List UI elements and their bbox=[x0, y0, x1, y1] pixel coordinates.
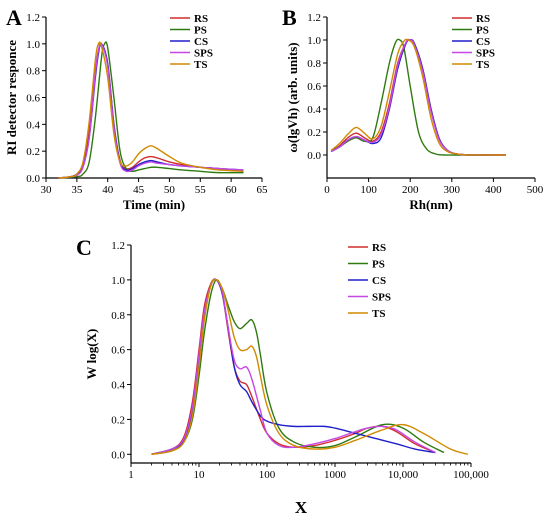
series-line-ts bbox=[330, 38, 506, 156]
x-axis-label: Rh(nm) bbox=[409, 197, 452, 212]
legend-label-sps: SPS bbox=[194, 48, 213, 60]
series-line-rs bbox=[58, 42, 244, 179]
x-axis-label: X bbox=[295, 498, 308, 517]
x-tick-label: 100 bbox=[259, 469, 276, 481]
x-tick-label: 1 bbox=[128, 469, 134, 481]
y-tick-label: 0.6 bbox=[111, 345, 125, 357]
legend-label-cs: CS bbox=[372, 275, 386, 287]
x-tick-label: 500 bbox=[527, 184, 544, 196]
x-tick-label: 65 bbox=[257, 184, 269, 196]
legend-label-ps: PS bbox=[476, 25, 489, 37]
y-tick-label: 1.2 bbox=[111, 240, 125, 252]
legend-label-cs: CS bbox=[194, 36, 208, 48]
legend-label-sps: SPS bbox=[372, 292, 391, 304]
legend-label-ps: PS bbox=[372, 259, 385, 271]
x-tick-label: 1000 bbox=[324, 469, 347, 481]
x-axis-label: Time (min) bbox=[123, 197, 185, 212]
x-tick-label: 50 bbox=[164, 184, 176, 196]
y-tick-label: 1.0 bbox=[111, 275, 125, 287]
legend-label-ts: TS bbox=[476, 59, 489, 71]
y-axis-label: W log(X) bbox=[84, 329, 99, 380]
y-tick-label: 0.6 bbox=[307, 81, 321, 93]
legend-label-sps: SPS bbox=[476, 48, 495, 60]
x-tick-label: 10,000 bbox=[388, 469, 419, 481]
x-tick-label: 300 bbox=[444, 184, 461, 196]
y-axis-label: RI detector responce bbox=[4, 40, 19, 155]
y-axis-label: ω(lgVh) (arb. units) bbox=[285, 42, 300, 152]
y-tick-label: 0.8 bbox=[307, 58, 321, 70]
panel-label-c: C bbox=[76, 235, 92, 260]
y-tick-label: 1.0 bbox=[307, 35, 321, 47]
x-tick-label: 35 bbox=[71, 184, 83, 196]
y-tick-label: 0.4 bbox=[111, 380, 125, 392]
panel-b: B 0 100 200 300 400 500 0.0 0.2 0.4 0.6 0.8 1.0 1.2 R… bbox=[282, 5, 544, 212]
series-line-sps bbox=[58, 42, 244, 179]
panel-label-b: B bbox=[282, 5, 297, 30]
x-tick-label: 45 bbox=[133, 184, 145, 196]
legend-label-ts: TS bbox=[194, 59, 207, 71]
panel-a: A 30 35 40 45 50 55 60 65 0.0 0.2 0.4 0.6 0.8 1.0 1.2 T… bbox=[4, 5, 268, 212]
legend-label-cs: CS bbox=[476, 36, 490, 48]
legend-label-rs: RS bbox=[476, 13, 490, 25]
y-tick-label: 1.0 bbox=[26, 39, 40, 51]
series-line-ts bbox=[151, 278, 469, 455]
x-tick-label: 40 bbox=[102, 184, 114, 196]
x-tick-label: 0 bbox=[324, 184, 330, 196]
y-tick-label: 0.4 bbox=[307, 104, 321, 116]
y-tick-label: 0.4 bbox=[26, 119, 40, 131]
x-tick-label: 55 bbox=[195, 184, 207, 196]
y-tick-label: 0.0 bbox=[307, 150, 321, 162]
series-line-ts bbox=[58, 41, 244, 179]
legend-label-rs: RS bbox=[194, 13, 208, 25]
legend-label-rs: RS bbox=[372, 242, 386, 254]
y-tick-label: 1.2 bbox=[307, 12, 321, 24]
y-tick-label: 0.2 bbox=[26, 146, 40, 158]
x-tick-label: 100 bbox=[360, 184, 377, 196]
x-tick-label: 60 bbox=[226, 184, 238, 196]
series-line-ps bbox=[58, 41, 244, 179]
x-tick-label: 200 bbox=[402, 184, 419, 196]
x-tick-label: 400 bbox=[485, 184, 502, 196]
series-line-ps bbox=[330, 38, 494, 156]
x-tick-label: 10 bbox=[194, 469, 206, 481]
y-tick-label: 0.8 bbox=[111, 310, 125, 322]
legend-label-ps: PS bbox=[194, 25, 207, 37]
panel-c: C 1 10 100 1000 10,000 100,000 0.0 0.2 0.4 0.6 0.8… bbox=[76, 235, 489, 517]
legend-label-ts: TS bbox=[372, 308, 385, 320]
y-tick-label: 0.2 bbox=[111, 414, 125, 426]
x-tick-label: 100,000 bbox=[453, 469, 489, 481]
y-tick-label: 0.0 bbox=[26, 173, 40, 185]
y-tick-label: 0.2 bbox=[307, 127, 321, 139]
series-line-ps bbox=[151, 279, 445, 455]
y-tick-label: 0.8 bbox=[26, 66, 40, 78]
series-line-sps bbox=[151, 278, 436, 455]
y-tick-label: 1.2 bbox=[26, 12, 40, 24]
y-tick-label: 0.6 bbox=[26, 93, 40, 105]
x-tick-label: 30 bbox=[41, 184, 53, 196]
panel-label-a: A bbox=[6, 5, 22, 30]
y-tick-label: 0.0 bbox=[111, 449, 125, 461]
